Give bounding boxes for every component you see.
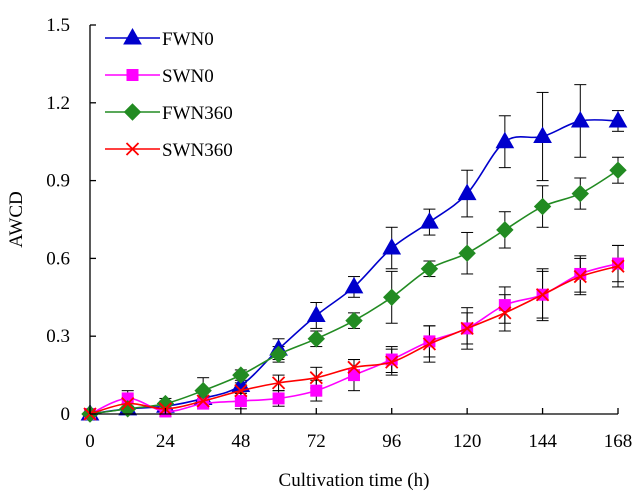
- legend-item-fwn0: FWN0: [105, 27, 214, 50]
- legend-label: FWN360: [162, 103, 233, 124]
- data-point-fwn360: [307, 330, 325, 348]
- y-tick-label: 1.2: [46, 93, 70, 114]
- data-point-swn360: [385, 355, 399, 369]
- data-point-fwn360: [571, 184, 589, 203]
- legend-item-swn360: SWN360: [105, 140, 233, 161]
- legend-marker: [123, 27, 142, 45]
- legend-item-fwn360: FWN360: [105, 103, 233, 124]
- data-point-fwn0: [533, 126, 552, 144]
- x-tick-label: 168: [604, 431, 633, 452]
- data-point-fwn0: [570, 110, 590, 128]
- data-point-fwn0: [495, 131, 515, 149]
- axes: 0 24 48 72 96 120 144 168 0 0.3 0.6 0.9 1.2 1.5 Cult…: [6, 15, 632, 491]
- y-tick-label: 0.9: [46, 171, 70, 192]
- data-point-swn0: [310, 384, 323, 397]
- legend-marker: [125, 142, 140, 156]
- data-point-fwn0: [420, 212, 439, 229]
- data-point-swn360: [234, 384, 248, 398]
- legend-label: FWN0: [162, 29, 214, 50]
- data-point-swn360: [535, 288, 550, 302]
- data-point-swn360: [347, 360, 361, 374]
- data-point-swn360: [309, 371, 323, 385]
- x-tick-label: 144: [528, 431, 557, 452]
- data-point-fwn360: [119, 400, 137, 418]
- legend-label: SWN0: [162, 66, 214, 87]
- x-tick-label: 120: [453, 431, 482, 452]
- data-point-fwn360: [269, 345, 288, 364]
- data-point-fwn360: [496, 221, 514, 239]
- legend-marker: [126, 69, 139, 81]
- data-point-swn0: [272, 392, 285, 405]
- legend: FWN0 SWN0 FWN360 SWN360: [105, 27, 233, 161]
- data-point-swn0: [612, 257, 624, 270]
- y-tick-label: 1.5: [46, 15, 70, 36]
- data-point-fwn0: [344, 276, 364, 294]
- x-tick-label: 72: [307, 431, 326, 452]
- y-tick-label: 0.3: [46, 326, 70, 347]
- data-point-swn0: [498, 299, 511, 312]
- series-swn360: [83, 259, 625, 421]
- data-point-fwn0: [382, 238, 402, 255]
- data-point-fwn360: [232, 366, 250, 384]
- y-tick-label: 0.6: [46, 248, 70, 269]
- data-point-fwn360: [383, 288, 401, 307]
- data-point-swn0: [348, 369, 360, 382]
- data-point-fwn0: [608, 110, 628, 128]
- x-tick-label: 96: [382, 431, 401, 452]
- series-fwn360: [81, 161, 627, 423]
- x-tick-label: 48: [231, 431, 250, 452]
- y-axis-title: AWCD: [6, 191, 27, 248]
- data-point-fwn360: [420, 260, 439, 278]
- data-point-fwn360: [345, 311, 363, 330]
- x-ticks: 0 24 48 72 96 120 144 168: [85, 408, 632, 452]
- y-ticks: 0 0.3 0.6 0.9 1.2 1.5: [46, 15, 96, 425]
- data-point-swn360: [422, 337, 437, 351]
- data-point-swn360: [611, 259, 625, 273]
- data-point-swn360: [271, 376, 286, 390]
- data-point-fwn360: [194, 381, 212, 400]
- data-point-swn360: [121, 396, 135, 411]
- data-point-fwn360: [609, 161, 627, 179]
- data-point-swn360: [498, 306, 512, 320]
- data-point-fwn360: [458, 244, 476, 262]
- x-tick-label: 0: [85, 431, 95, 452]
- legend-item-swn0: SWN0: [105, 66, 214, 87]
- data-point-fwn360: [533, 197, 552, 216]
- data-point-fwn0: [457, 183, 477, 201]
- data-point-swn360: [196, 394, 210, 408]
- x-tick-label: 24: [156, 431, 176, 452]
- data-point-swn360: [460, 321, 474, 336]
- data-point-swn0: [234, 395, 247, 408]
- legend-marker: [123, 103, 142, 121]
- x-axis-title: Cultivation time (h): [279, 470, 430, 491]
- data-point-swn360: [573, 269, 587, 284]
- y-tick-label: 0: [61, 404, 71, 425]
- data-point-fwn0: [306, 305, 326, 322]
- legend-label: SWN360: [162, 140, 233, 161]
- plot-area: [80, 84, 628, 423]
